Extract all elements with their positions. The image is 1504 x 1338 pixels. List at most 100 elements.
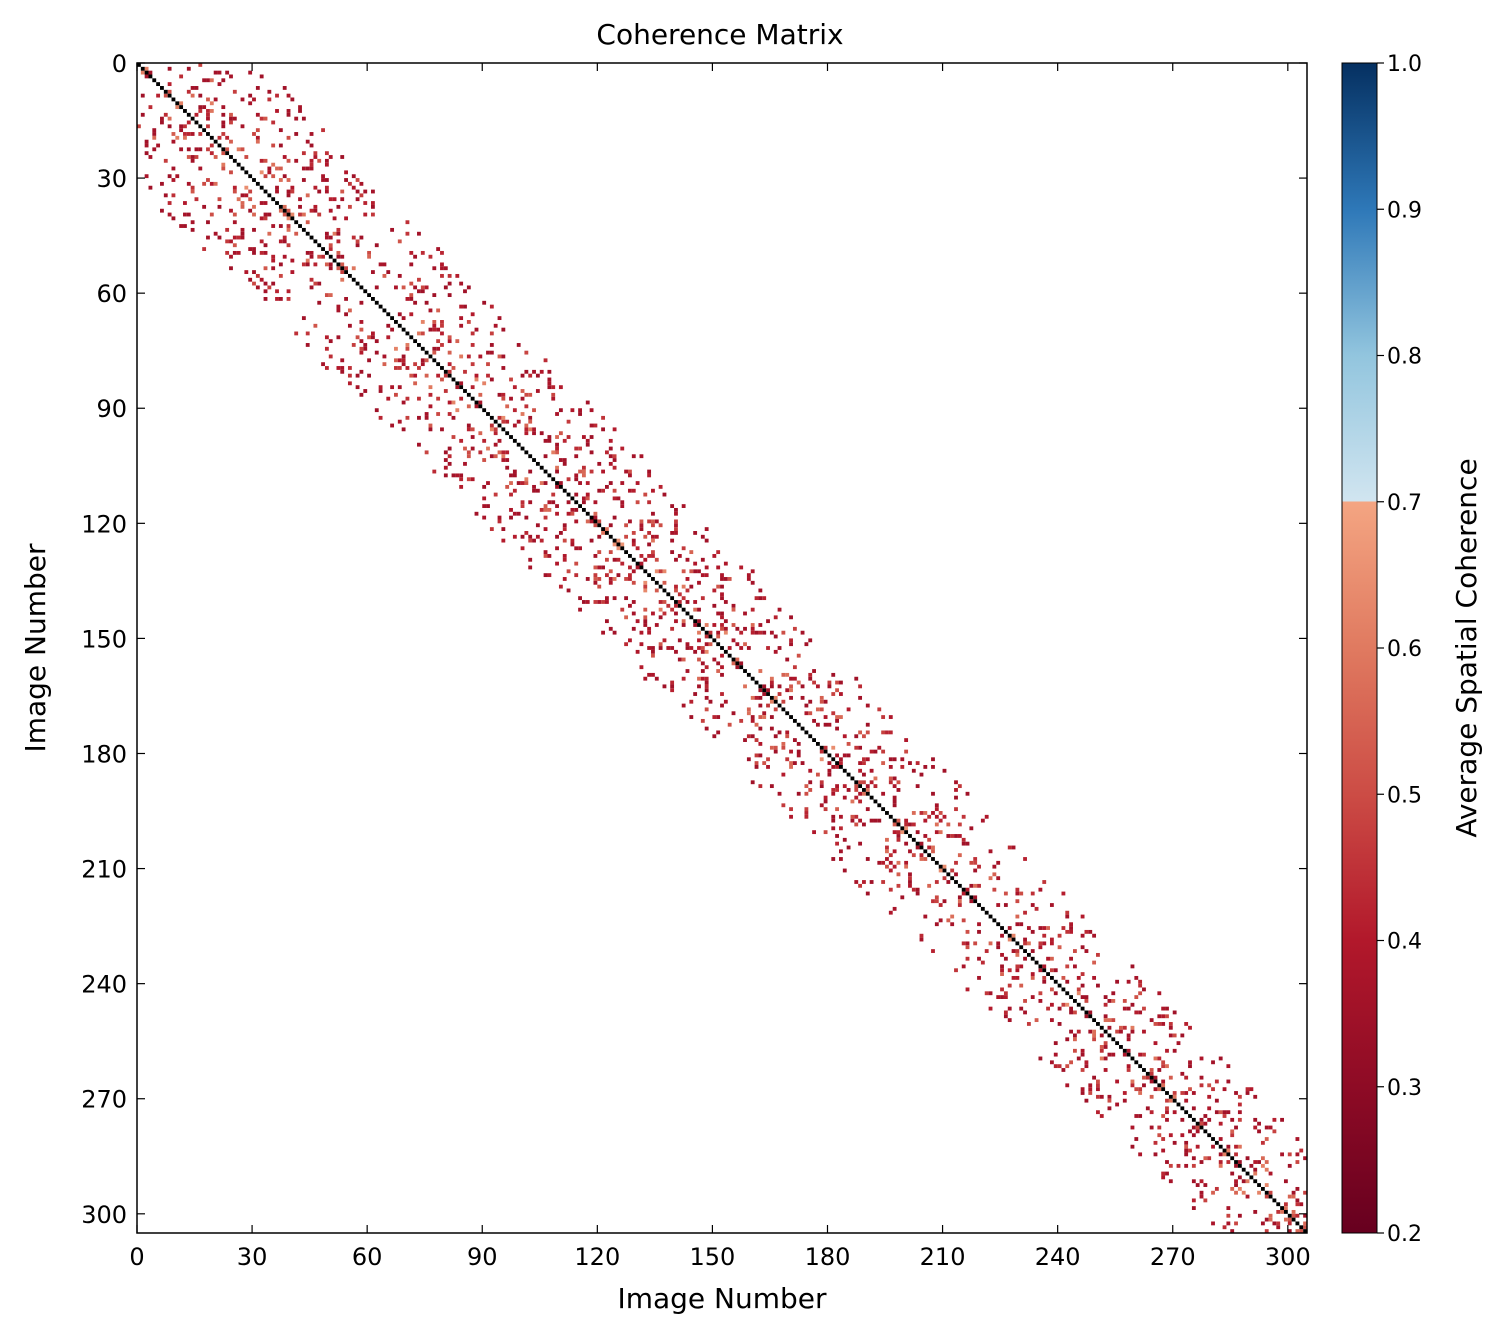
heatmap-cell xyxy=(217,197,222,202)
heatmap-cell xyxy=(639,523,644,528)
heatmap-cell xyxy=(382,273,387,278)
diagonal-cell xyxy=(957,883,962,888)
diagonal-cell xyxy=(984,910,989,915)
heatmap-cell xyxy=(528,565,533,570)
heatmap-cell xyxy=(413,362,418,367)
y-tick-label: 300 xyxy=(81,1201,127,1229)
heatmap-cell xyxy=(1069,929,1073,934)
heatmap-cell xyxy=(493,442,498,447)
heatmap-cell xyxy=(888,860,893,865)
diagonal-cell xyxy=(1280,1206,1284,1210)
heatmap-cell xyxy=(298,109,302,113)
heatmap-cell xyxy=(198,109,203,113)
heatmap-cell xyxy=(812,680,816,685)
diagonal-cell xyxy=(156,82,161,87)
heatmap-cell xyxy=(608,461,613,466)
heatmap-cell xyxy=(631,488,636,493)
heatmap-cell xyxy=(328,354,333,359)
heatmap-cell xyxy=(359,320,364,324)
heatmap-cell xyxy=(198,132,203,136)
heatmap-cell xyxy=(501,366,506,370)
heatmap-cell xyxy=(562,577,567,581)
heatmap-cell xyxy=(1111,1018,1116,1023)
heatmap-cell xyxy=(1264,1217,1269,1222)
heatmap-cell xyxy=(1073,1048,1077,1053)
heatmap-cell xyxy=(1276,1221,1281,1226)
heatmap-cell xyxy=(213,97,218,102)
heatmap-cell xyxy=(1099,1045,1104,1049)
heatmap-cell xyxy=(1019,1006,1024,1011)
heatmap-cell xyxy=(1211,1144,1215,1149)
heatmap-cell xyxy=(555,484,559,489)
diagonal-cell xyxy=(904,830,909,835)
heatmap-cell xyxy=(616,496,621,501)
heatmap-cell xyxy=(643,615,648,620)
heatmap-cell xyxy=(896,837,901,842)
heatmap-cell xyxy=(574,519,579,524)
diagonal-cell xyxy=(1119,1045,1123,1049)
heatmap-cell xyxy=(305,258,310,263)
heatmap-cell xyxy=(562,458,567,462)
heatmap-cell xyxy=(198,105,203,110)
heatmap-cell xyxy=(225,250,230,255)
heatmap-cell xyxy=(750,623,755,627)
heatmap-cell xyxy=(677,657,682,662)
heatmap-cell xyxy=(347,204,352,209)
heatmap-cell xyxy=(509,377,513,382)
diagonal-cell xyxy=(394,320,398,324)
heatmap-cell xyxy=(666,603,671,608)
heatmap-cell xyxy=(489,423,494,428)
heatmap-cell xyxy=(869,768,874,773)
heatmap-cell xyxy=(593,515,598,520)
heatmap-cell xyxy=(704,642,709,647)
heatmap-cell xyxy=(1023,941,1027,946)
diagonal-cell xyxy=(1207,1133,1212,1138)
heatmap-cell xyxy=(336,266,341,271)
heatmap-cell xyxy=(965,887,970,892)
diagonal-cell xyxy=(1260,1186,1265,1191)
heatmap-cell xyxy=(934,895,939,900)
diagonal-cell xyxy=(839,765,843,769)
heatmap-cell xyxy=(1088,1087,1093,1092)
diagonal-cell xyxy=(823,749,828,754)
heatmap-cell xyxy=(1015,899,1020,904)
heatmap-cell xyxy=(562,438,567,443)
heatmap-cell xyxy=(278,262,283,267)
heatmap-cell xyxy=(213,231,218,236)
heatmap-cell xyxy=(601,565,605,570)
heatmap-cell xyxy=(486,350,490,355)
heatmap-cell xyxy=(1042,933,1047,938)
heatmap-cell xyxy=(904,822,909,827)
heatmap-cell xyxy=(815,772,820,777)
heatmap-cell xyxy=(186,66,191,71)
diagonal-cell xyxy=(1191,1117,1196,1122)
heatmap-cell xyxy=(1092,1033,1097,1038)
heatmap-cell xyxy=(440,262,444,267)
heatmap-cell xyxy=(236,197,241,202)
heatmap-cell xyxy=(846,741,851,746)
heatmap-cell xyxy=(520,412,525,416)
diagonal-cell xyxy=(1145,1071,1150,1076)
heatmap-cell xyxy=(463,289,467,294)
diagonal-cell xyxy=(252,178,256,182)
heatmap-cell xyxy=(927,837,932,842)
heatmap-cell xyxy=(558,531,563,535)
heatmap-cell xyxy=(309,254,314,259)
diagonal-cell xyxy=(662,588,667,593)
heatmap-cell xyxy=(1138,991,1143,996)
heatmap-cell xyxy=(1168,1098,1173,1103)
heatmap-cell xyxy=(1295,1198,1300,1203)
heatmap-cell xyxy=(394,285,398,290)
heatmap-cell xyxy=(1191,1091,1196,1095)
diagonal-cell xyxy=(1214,1140,1219,1145)
heatmap-cell xyxy=(489,427,494,432)
heatmap-cell xyxy=(881,715,886,719)
heatmap-cell xyxy=(1291,1209,1296,1214)
heatmap-cell xyxy=(1080,1052,1085,1057)
heatmap-cell xyxy=(566,500,571,505)
heatmap-cell xyxy=(1207,1083,1212,1088)
heatmap-cell xyxy=(685,600,690,604)
heatmap-cell xyxy=(359,181,364,186)
heatmap-cell xyxy=(286,289,291,294)
